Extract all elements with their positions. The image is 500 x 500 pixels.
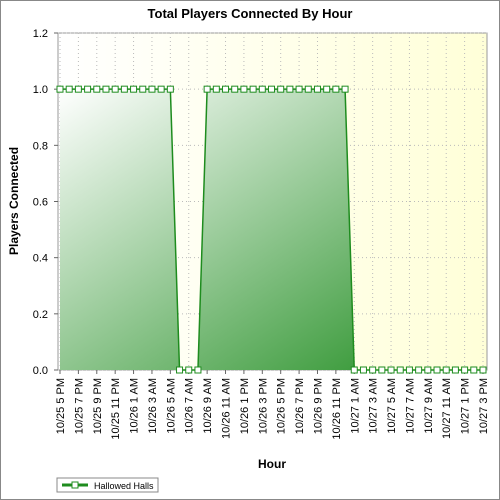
marker (65, 85, 73, 93)
y-tick-label: 0.8 (33, 140, 48, 152)
marker (249, 85, 257, 93)
marker (332, 85, 340, 93)
marker (424, 366, 432, 374)
marker (111, 85, 119, 93)
marker (470, 366, 478, 374)
marker (369, 366, 377, 374)
x-axis-label: Hour (258, 457, 286, 471)
legend (56, 477, 159, 493)
marker (166, 85, 174, 93)
x-tick-label: 10/26 9 AM (202, 378, 214, 434)
x-tick-label: 10/26 7 AM (184, 378, 196, 434)
marker (130, 85, 138, 93)
marker (74, 85, 82, 93)
x-tick-label: 10/26 3 PM (257, 378, 269, 434)
marker (240, 85, 248, 93)
marker (387, 366, 395, 374)
x-tick-label: 10/26 5 PM (276, 378, 288, 434)
x-tick-label: 10/25 11 PM (110, 378, 122, 440)
marker (433, 366, 441, 374)
x-tick-label: 10/27 1 PM (460, 378, 472, 434)
y-axis-label: Players Connected (7, 147, 21, 255)
marker (451, 366, 459, 374)
marker (396, 366, 404, 374)
y-tick-label: 1.2 (33, 28, 48, 40)
marker (194, 366, 202, 374)
x-tick-label: 10/26 7 PM (294, 378, 306, 434)
marker (442, 366, 450, 374)
marker (341, 85, 349, 93)
x-tick-label: 10/26 9 PM (312, 378, 324, 434)
x-tick-label: 10/27 9 AM (423, 378, 435, 434)
y-tick-label: 0.4 (33, 253, 48, 265)
chart-title: Total Players Connected By Hour (148, 6, 353, 21)
x-tick-label: 10/26 1 PM (239, 378, 251, 434)
x-tick-label: 10/27 7 AM (404, 378, 416, 434)
marker (258, 85, 266, 93)
x-tick-label: 10/27 3 PM (478, 378, 490, 434)
marker (359, 366, 367, 374)
x-tick-label: 10/25 7 PM (73, 378, 85, 434)
marker (84, 85, 92, 93)
marker (323, 85, 331, 93)
marker (461, 366, 469, 374)
x-tick-label: 10/26 3 AM (147, 378, 159, 434)
y-tick-label: 0.6 (33, 197, 48, 209)
marker (286, 85, 294, 93)
x-tick-label: 10/26 11 AM (221, 378, 233, 439)
marker (56, 85, 64, 93)
x-tick-label: 10/27 3 AM (368, 378, 380, 434)
marker (148, 85, 156, 93)
marker (203, 85, 211, 93)
marker (176, 366, 184, 374)
marker (304, 85, 312, 93)
marker (295, 85, 303, 93)
marker (350, 366, 358, 374)
marker (93, 85, 101, 93)
x-tick-label: 10/26 11 PM (331, 378, 343, 440)
marker (185, 366, 193, 374)
x-tick-label: 10/25 5 PM (55, 378, 67, 434)
marker (378, 366, 386, 374)
marker (157, 85, 165, 93)
y-tick-label: 0.2 (33, 309, 48, 321)
marker (268, 85, 275, 93)
x-tick-label: 10/27 5 AM (386, 378, 398, 434)
marker (120, 85, 128, 93)
marker (102, 85, 110, 93)
marker (479, 366, 487, 374)
marker (212, 85, 220, 93)
marker (139, 85, 147, 93)
marker (231, 85, 239, 93)
area (60, 89, 483, 371)
x-tick-label: 10/27 11 AM (441, 378, 453, 439)
y-tick-label: 1.0 (33, 84, 48, 96)
x-tick-label: 10/27 1 AM (349, 378, 361, 434)
legend-marker (71, 481, 79, 489)
marker (405, 366, 413, 374)
marker (222, 85, 230, 93)
x-tick-label: 10/26 1 AM (129, 378, 141, 434)
marker (415, 366, 423, 374)
y-tick-label: 0.0 (33, 365, 48, 377)
x-tick-label: 10/25 9 PM (92, 378, 104, 434)
marker (277, 85, 285, 93)
marker (313, 85, 321, 93)
x-tick-label: 10/26 5 AM (165, 378, 177, 434)
legend-label: Hallowed Halls (94, 481, 154, 491)
